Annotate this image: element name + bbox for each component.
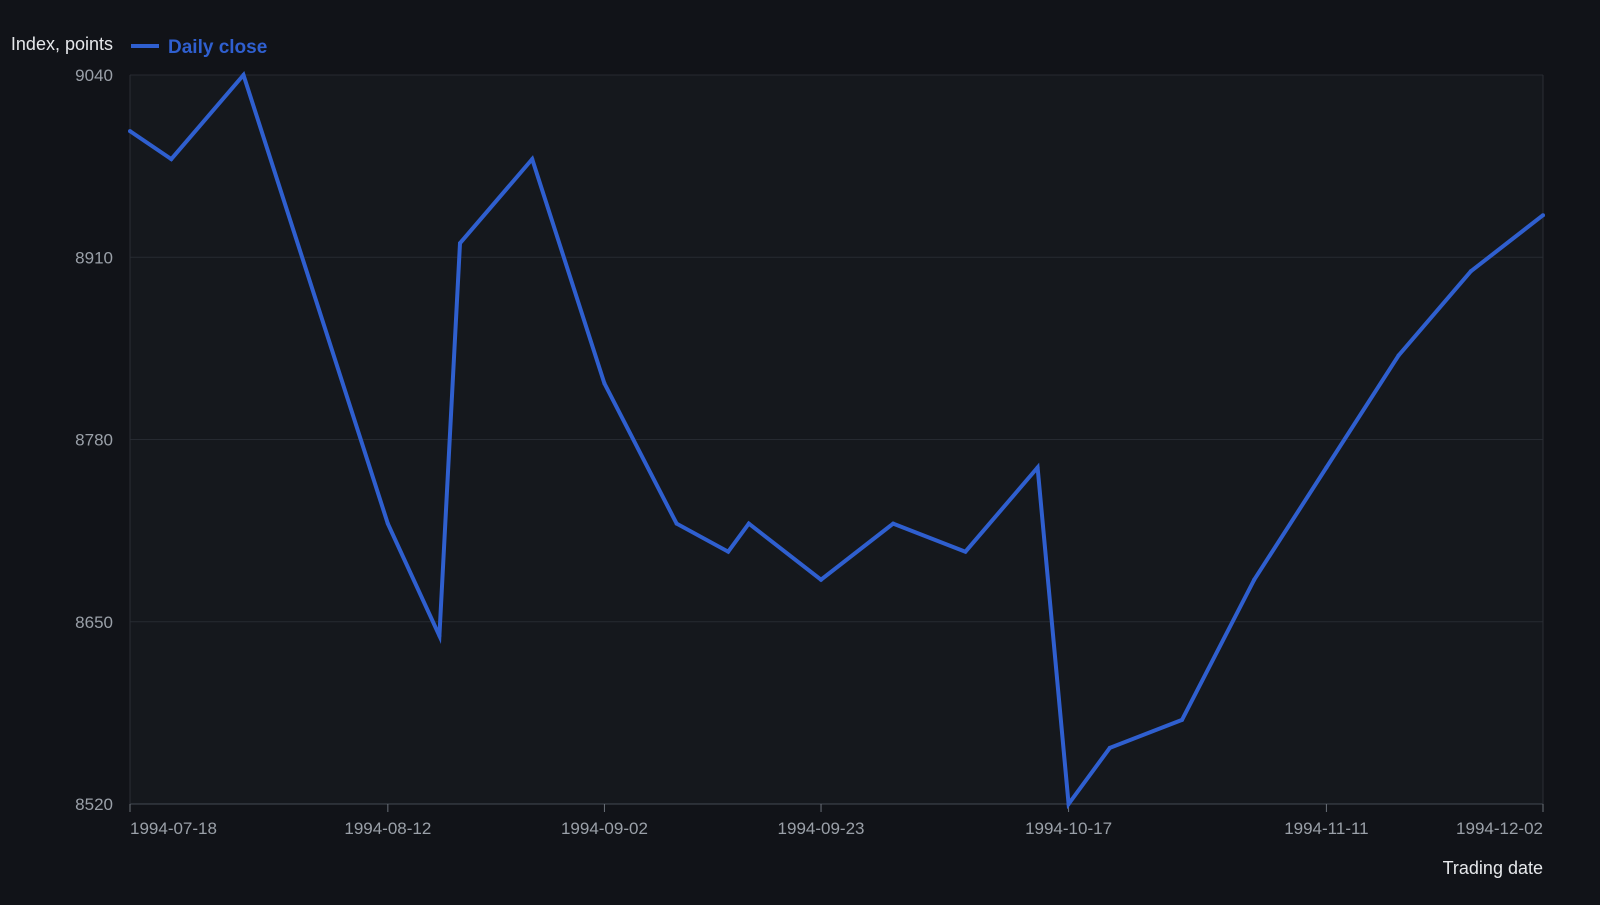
- data-point: [746, 521, 751, 526]
- x-tick-label: 1994-09-02: [561, 819, 648, 838]
- data-point: [963, 549, 968, 554]
- data-point: [1468, 269, 1473, 274]
- legend: Daily close: [131, 37, 267, 58]
- data-point: [458, 241, 463, 246]
- data-point: [169, 157, 174, 162]
- data-point: [241, 73, 246, 77]
- x-tick-label: 1994-08-12: [344, 819, 431, 838]
- x-tick-label: 1994-12-02: [1456, 819, 1543, 838]
- x-axis-label: Trading date: [1443, 858, 1543, 878]
- data-point: [1541, 213, 1545, 218]
- y-tick-label: 8650: [75, 613, 113, 632]
- y-tick-label: 9040: [75, 66, 113, 85]
- y-tick-label: 8910: [75, 248, 113, 267]
- x-tick-label: 1994-07-18: [130, 819, 217, 838]
- y-axis-label: Index, points: [11, 34, 113, 54]
- data-point: [437, 633, 442, 638]
- data-point: [128, 129, 132, 134]
- data-point: [674, 521, 679, 526]
- x-tick-labels: 1994-07-18 1994-08-12 1994-09-02 1994-09-23…: [129, 804, 1544, 838]
- x-tick-label: 1994-09-23: [778, 819, 865, 838]
- data-point: [1324, 465, 1329, 470]
- data-point: [1180, 717, 1185, 722]
- data-point: [891, 521, 896, 526]
- data-point: [602, 381, 607, 386]
- x-tick-label: 1994-10-17: [1025, 819, 1112, 838]
- data-point: [1035, 465, 1040, 470]
- y-tick-label: 8780: [75, 431, 113, 450]
- data-point: [385, 521, 390, 526]
- data-point: [530, 157, 535, 162]
- data-point: [726, 549, 731, 554]
- y-tick-labels: 8520 8650 8780 8910 9040: [75, 66, 113, 814]
- data-point: [1107, 745, 1112, 750]
- y-tick-label: 8520: [75, 795, 113, 814]
- data-point: [1396, 353, 1401, 358]
- series-group: [128, 70, 1545, 810]
- x-tick-label: 1994-11-11: [1284, 819, 1368, 838]
- data-point: [1066, 802, 1071, 806]
- legend-label: Daily close: [168, 37, 267, 58]
- data-point: [819, 577, 824, 582]
- grid-lines: [130, 74, 1543, 623]
- data-point: [1252, 577, 1257, 582]
